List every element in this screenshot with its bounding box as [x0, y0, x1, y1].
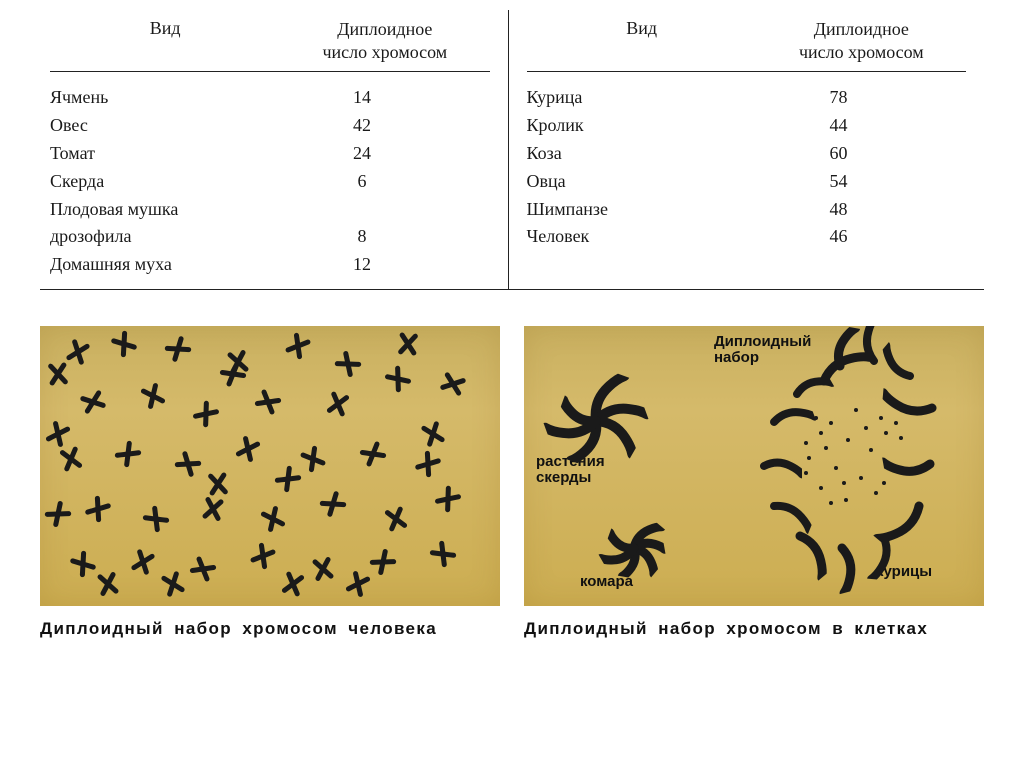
microchromosome	[807, 456, 811, 460]
count-cell: 48	[741, 196, 966, 224]
table-row: Скерда6	[50, 168, 490, 196]
table-left: Вид Диплоидное число хромосом Ячмень14Ов…	[40, 10, 509, 289]
microchromosome	[824, 446, 828, 450]
species-cell: Томат	[50, 140, 265, 168]
table-row: Курица78	[527, 84, 967, 112]
table-row: Томат24	[50, 140, 490, 168]
species-cell: Овес	[50, 112, 265, 140]
species-cell: Ячмень	[50, 84, 265, 112]
col-species: Вид	[50, 18, 280, 63]
species-cell: Курица	[527, 84, 742, 112]
figure-human-karyotype: Диплоидный набор хромосом человека	[40, 326, 500, 641]
col-count: Диплоидное число хромосом	[757, 18, 966, 63]
caption-left: Диплоидный набор хромосом человека	[40, 618, 500, 641]
chromosome-count-tables: Вид Диплоидное число хромосом Ячмень14Ов…	[40, 10, 984, 290]
count-cell: 6	[265, 168, 490, 196]
table-row: Шимпанзе48	[527, 196, 967, 224]
count-cell: 12	[265, 251, 490, 279]
count-cell: 60	[741, 140, 966, 168]
count-cell: 14	[265, 84, 490, 112]
species-cell: Коза	[527, 140, 742, 168]
table-row: Коза60	[527, 140, 967, 168]
species-cell: Кролик	[527, 112, 742, 140]
table-row: Плодовая мушка	[50, 196, 490, 224]
count-cell: 46	[741, 223, 966, 251]
figure-cells-karyotype: Диплоидный набор растения скерды комара …	[524, 326, 984, 641]
microchromosome	[846, 438, 850, 442]
count-cell	[265, 196, 490, 224]
count-cell: 54	[741, 168, 966, 196]
col-count: Диплоидное число хромосом	[280, 18, 489, 63]
microchromosome	[842, 481, 846, 485]
count-cell: 44	[741, 112, 966, 140]
table-right: Вид Диплоидное число хромосом Курица78Кр…	[509, 10, 985, 289]
species-cell: Человек	[527, 223, 742, 251]
count-cell: 78	[741, 84, 966, 112]
col-species: Вид	[527, 18, 757, 63]
table-row: Овца54	[527, 168, 967, 196]
species-cell: Овца	[527, 168, 742, 196]
table-row: Кролик44	[527, 112, 967, 140]
table-row: Ячмень14	[50, 84, 490, 112]
count-cell: 24	[265, 140, 490, 168]
count-cell: 42	[265, 112, 490, 140]
caption-right: Диплоидный набор хромосом в клетках	[524, 618, 984, 641]
table-row: Овес42	[50, 112, 490, 140]
table-row: дрозофила8	[50, 223, 490, 251]
species-cell: Шимпанзе	[527, 196, 742, 224]
microchromosome	[869, 448, 873, 452]
table-row: Человек46	[527, 223, 967, 251]
count-cell: 8	[265, 223, 490, 251]
microchromosome	[859, 476, 863, 480]
species-cell: Домашняя муха	[50, 251, 265, 279]
table-row: Домашняя муха12	[50, 251, 490, 279]
species-cell: Скерда	[50, 168, 265, 196]
species-cell: Плодовая мушка	[50, 196, 265, 224]
microchromosome	[834, 466, 838, 470]
microchromosome	[864, 426, 868, 430]
species-cell: дрозофила	[50, 223, 265, 251]
